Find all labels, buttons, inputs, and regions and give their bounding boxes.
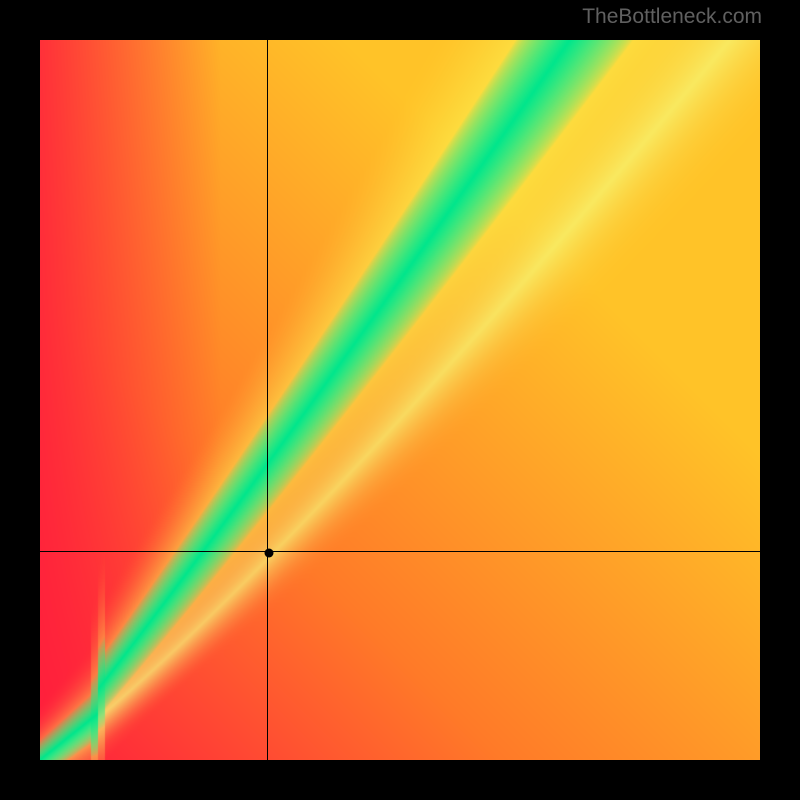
watermark-text: TheBottleneck.com: [582, 5, 762, 29]
heatmap-canvas: [40, 40, 760, 760]
crosshair-horizontal: [40, 551, 760, 552]
heatmap-chart: [40, 40, 760, 760]
crosshair-vertical: [267, 40, 268, 760]
data-point: [264, 548, 273, 557]
